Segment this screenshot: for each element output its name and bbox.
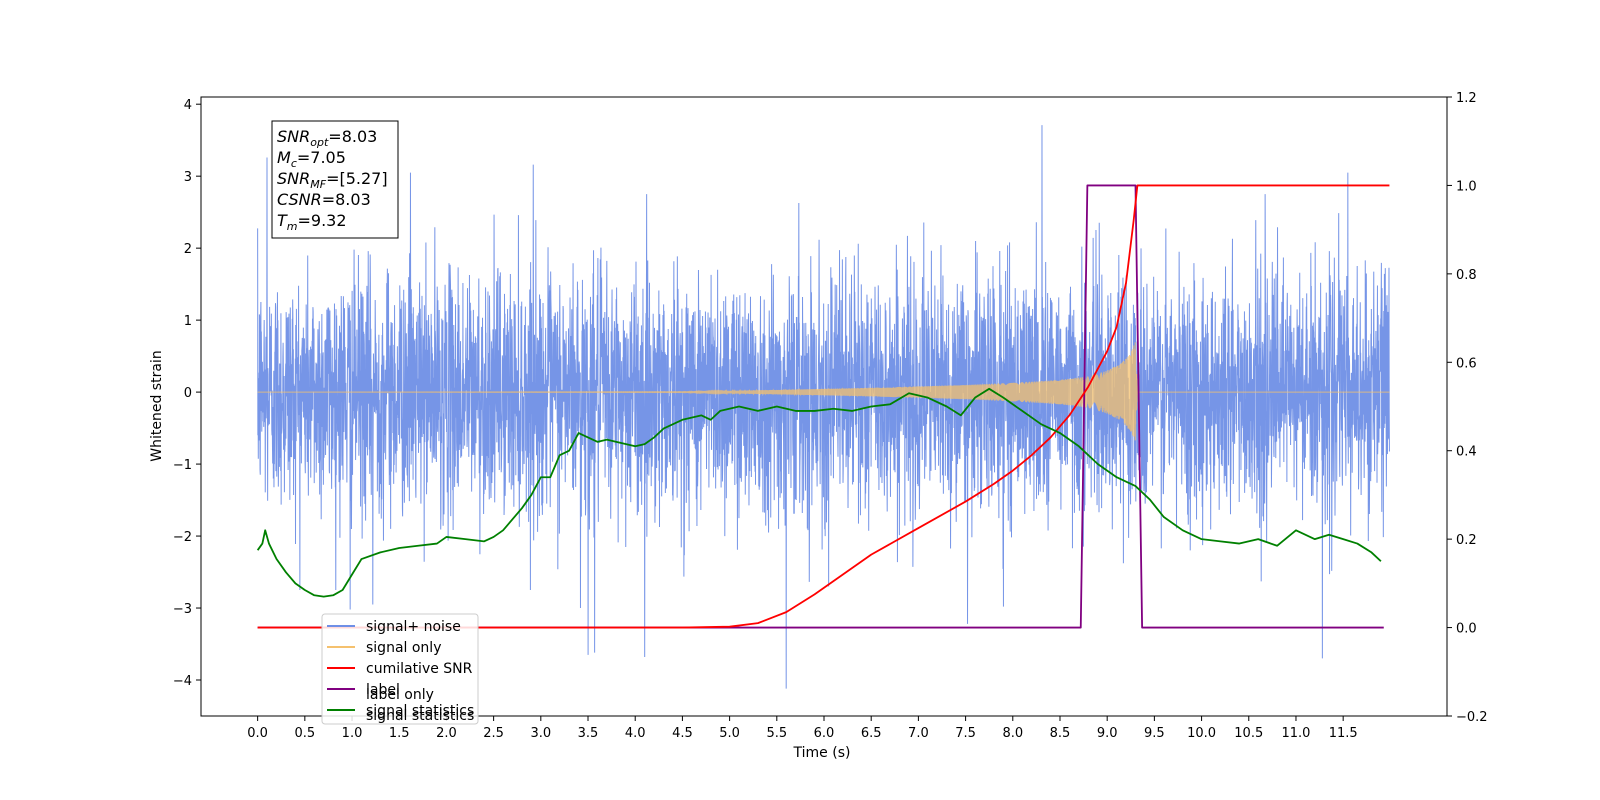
y-right-tick-label: 1.2: [1456, 91, 1477, 106]
legend-ghost-text: label only: [366, 687, 434, 703]
x-tick-label: 0.0: [247, 726, 268, 741]
x-axis-label: Time (s): [793, 745, 851, 761]
y-right-tick-label: −0.2: [1456, 710, 1488, 725]
x-tick-label: 3.0: [530, 726, 551, 741]
x-tick-label: 2.5: [483, 726, 504, 741]
x-tick-label: 0.5: [294, 726, 315, 741]
signal-noise-line: [257, 125, 1390, 689]
legend-label-csnr: cumilative SNR: [366, 661, 473, 677]
x-tick-label: 11.0: [1281, 726, 1310, 741]
signal-only-line: [257, 342, 1390, 441]
info-line: Mc=7.05: [277, 148, 346, 170]
series-layer: [256, 125, 1390, 689]
x-tick-label: 4.0: [625, 726, 646, 741]
legend-label-label: label: [366, 682, 400, 698]
y-left-tick-label: 3: [184, 170, 192, 185]
signal-statistics-line: [256, 387, 1382, 598]
x-tick-label: 5.0: [719, 726, 740, 741]
info-line: Tm=9.32: [277, 211, 347, 233]
y-right-tick-label: 0.4: [1456, 445, 1477, 460]
y-right-tick-label: 0.2: [1456, 533, 1477, 548]
info-line: SNRopt=8.03: [277, 127, 377, 149]
x-tick-label: 3.5: [578, 726, 599, 741]
info-line: SNRMF=[5.27]: [277, 169, 388, 191]
info-box-frame: [271, 120, 399, 239]
legend-label-stats: signal statistics: [366, 703, 474, 719]
y-right-tick-label: 0.0: [1456, 622, 1477, 637]
y-left-tick-label: −3: [173, 602, 192, 617]
x-tick-label: 6.5: [861, 726, 882, 741]
y-right-tick-label: 0.6: [1456, 356, 1477, 371]
x-tick-label: 10.0: [1187, 726, 1216, 741]
legend-label-signal: signal only: [366, 640, 441, 656]
legend-frame: [321, 613, 479, 725]
legend-ghost-text: signal statistics: [366, 708, 474, 724]
x-tick-label: 10.5: [1234, 726, 1263, 741]
y-axis-right: −0.2 0.0 0.2 0.4 0.6 0.8 1.0 1.2: [1447, 91, 1488, 725]
x-tick-label: 1.5: [389, 726, 410, 741]
y-left-tick-label: 2: [184, 242, 192, 257]
x-tick-label: 11.5: [1329, 726, 1358, 741]
y-left-tick-label: 4: [184, 98, 192, 113]
x-tick-label: 8.5: [1050, 726, 1071, 741]
y-right-tick-label: 0.8: [1456, 268, 1477, 283]
x-tick-label: 7.5: [955, 726, 976, 741]
x-tick-label: 7.0: [908, 726, 929, 741]
x-tick-label: 5.5: [766, 726, 787, 741]
x-tick-label: 9.5: [1144, 726, 1165, 741]
x-tick-label: 4.5: [672, 726, 693, 741]
y-axis-label-left: Whitened strain: [149, 350, 165, 461]
x-tick-label: 6.0: [814, 726, 835, 741]
x-tick-label: 2.0: [436, 726, 457, 741]
y-left-tick-label: −2: [173, 530, 192, 545]
x-tick-label: 9.0: [1097, 726, 1118, 741]
info-line: CSNR=8.03: [277, 190, 371, 209]
x-tick-label: 8.0: [1002, 726, 1023, 741]
x-axis: 0.0 0.5 1.0 1.5 2.0 2.5 3.0 3.5 4.0 4.5 5.0 5.5 6.0 6…: [247, 716, 1358, 741]
label-line: [257, 184, 1384, 629]
y-left-tick-label: −4: [173, 674, 192, 689]
y-left-tick-label: 0: [184, 386, 192, 401]
cumulative-snr-line: [257, 184, 1390, 629]
y-left-tick-label: 1: [184, 314, 192, 329]
y-left-tick-label: −1: [173, 458, 192, 473]
y-axis-left: −4 −3 −2 −1 0 1 2 3 4: [173, 98, 201, 689]
x-tick-label: 1.0: [342, 726, 363, 741]
y-right-tick-label: 1.0: [1456, 179, 1477, 194]
legend-label-noise: signal+ noise: [366, 619, 461, 635]
